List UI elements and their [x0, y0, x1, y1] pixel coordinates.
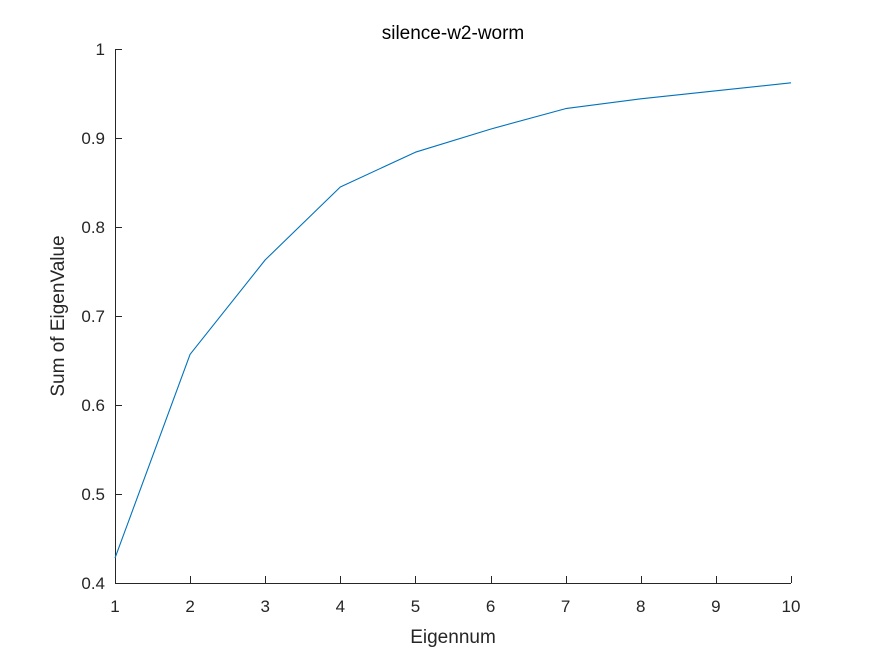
x-tick-label: 2 — [185, 597, 194, 616]
x-tick-label: 3 — [260, 597, 269, 616]
x-tick-label: 8 — [636, 597, 645, 616]
x-tick-label: 4 — [336, 597, 345, 616]
series-layer — [114, 82, 792, 559]
y-tick-label: 0.4 — [81, 574, 105, 593]
y-tick-label: 0.7 — [81, 307, 105, 326]
x-axis-title: Eigennum — [410, 627, 496, 648]
x-ticks: 1 2 3 4 5 6 7 8 9 10 — [110, 576, 800, 616]
x-tick-label: 10 — [782, 597, 801, 616]
y-tick-label: 0.8 — [81, 218, 105, 237]
x-tick-label: 5 — [411, 597, 420, 616]
x-tick-label: 9 — [711, 597, 720, 616]
y-axis-title: Sum of EigenValue — [48, 235, 69, 396]
y-tick-label: 0.5 — [81, 485, 105, 504]
y-ticks: 0.4 0.5 0.6 0.7 0.8 0.9 1 — [81, 40, 122, 593]
series-line — [114, 82, 792, 559]
x-tick-label: 1 — [110, 597, 119, 616]
y-tick-label: 0.9 — [81, 129, 105, 148]
plot-area: 1 2 3 4 5 6 7 8 9 10 0.4 0.5 0.6 0.7 0.8 0.9 1 — [81, 40, 800, 616]
y-tick-label: 0.6 — [81, 396, 105, 415]
y-tick-label: 1 — [96, 40, 105, 59]
chart-title: silence-w2-worm — [382, 23, 525, 44]
x-tick-label: 6 — [486, 597, 495, 616]
x-tick-label: 7 — [561, 597, 570, 616]
